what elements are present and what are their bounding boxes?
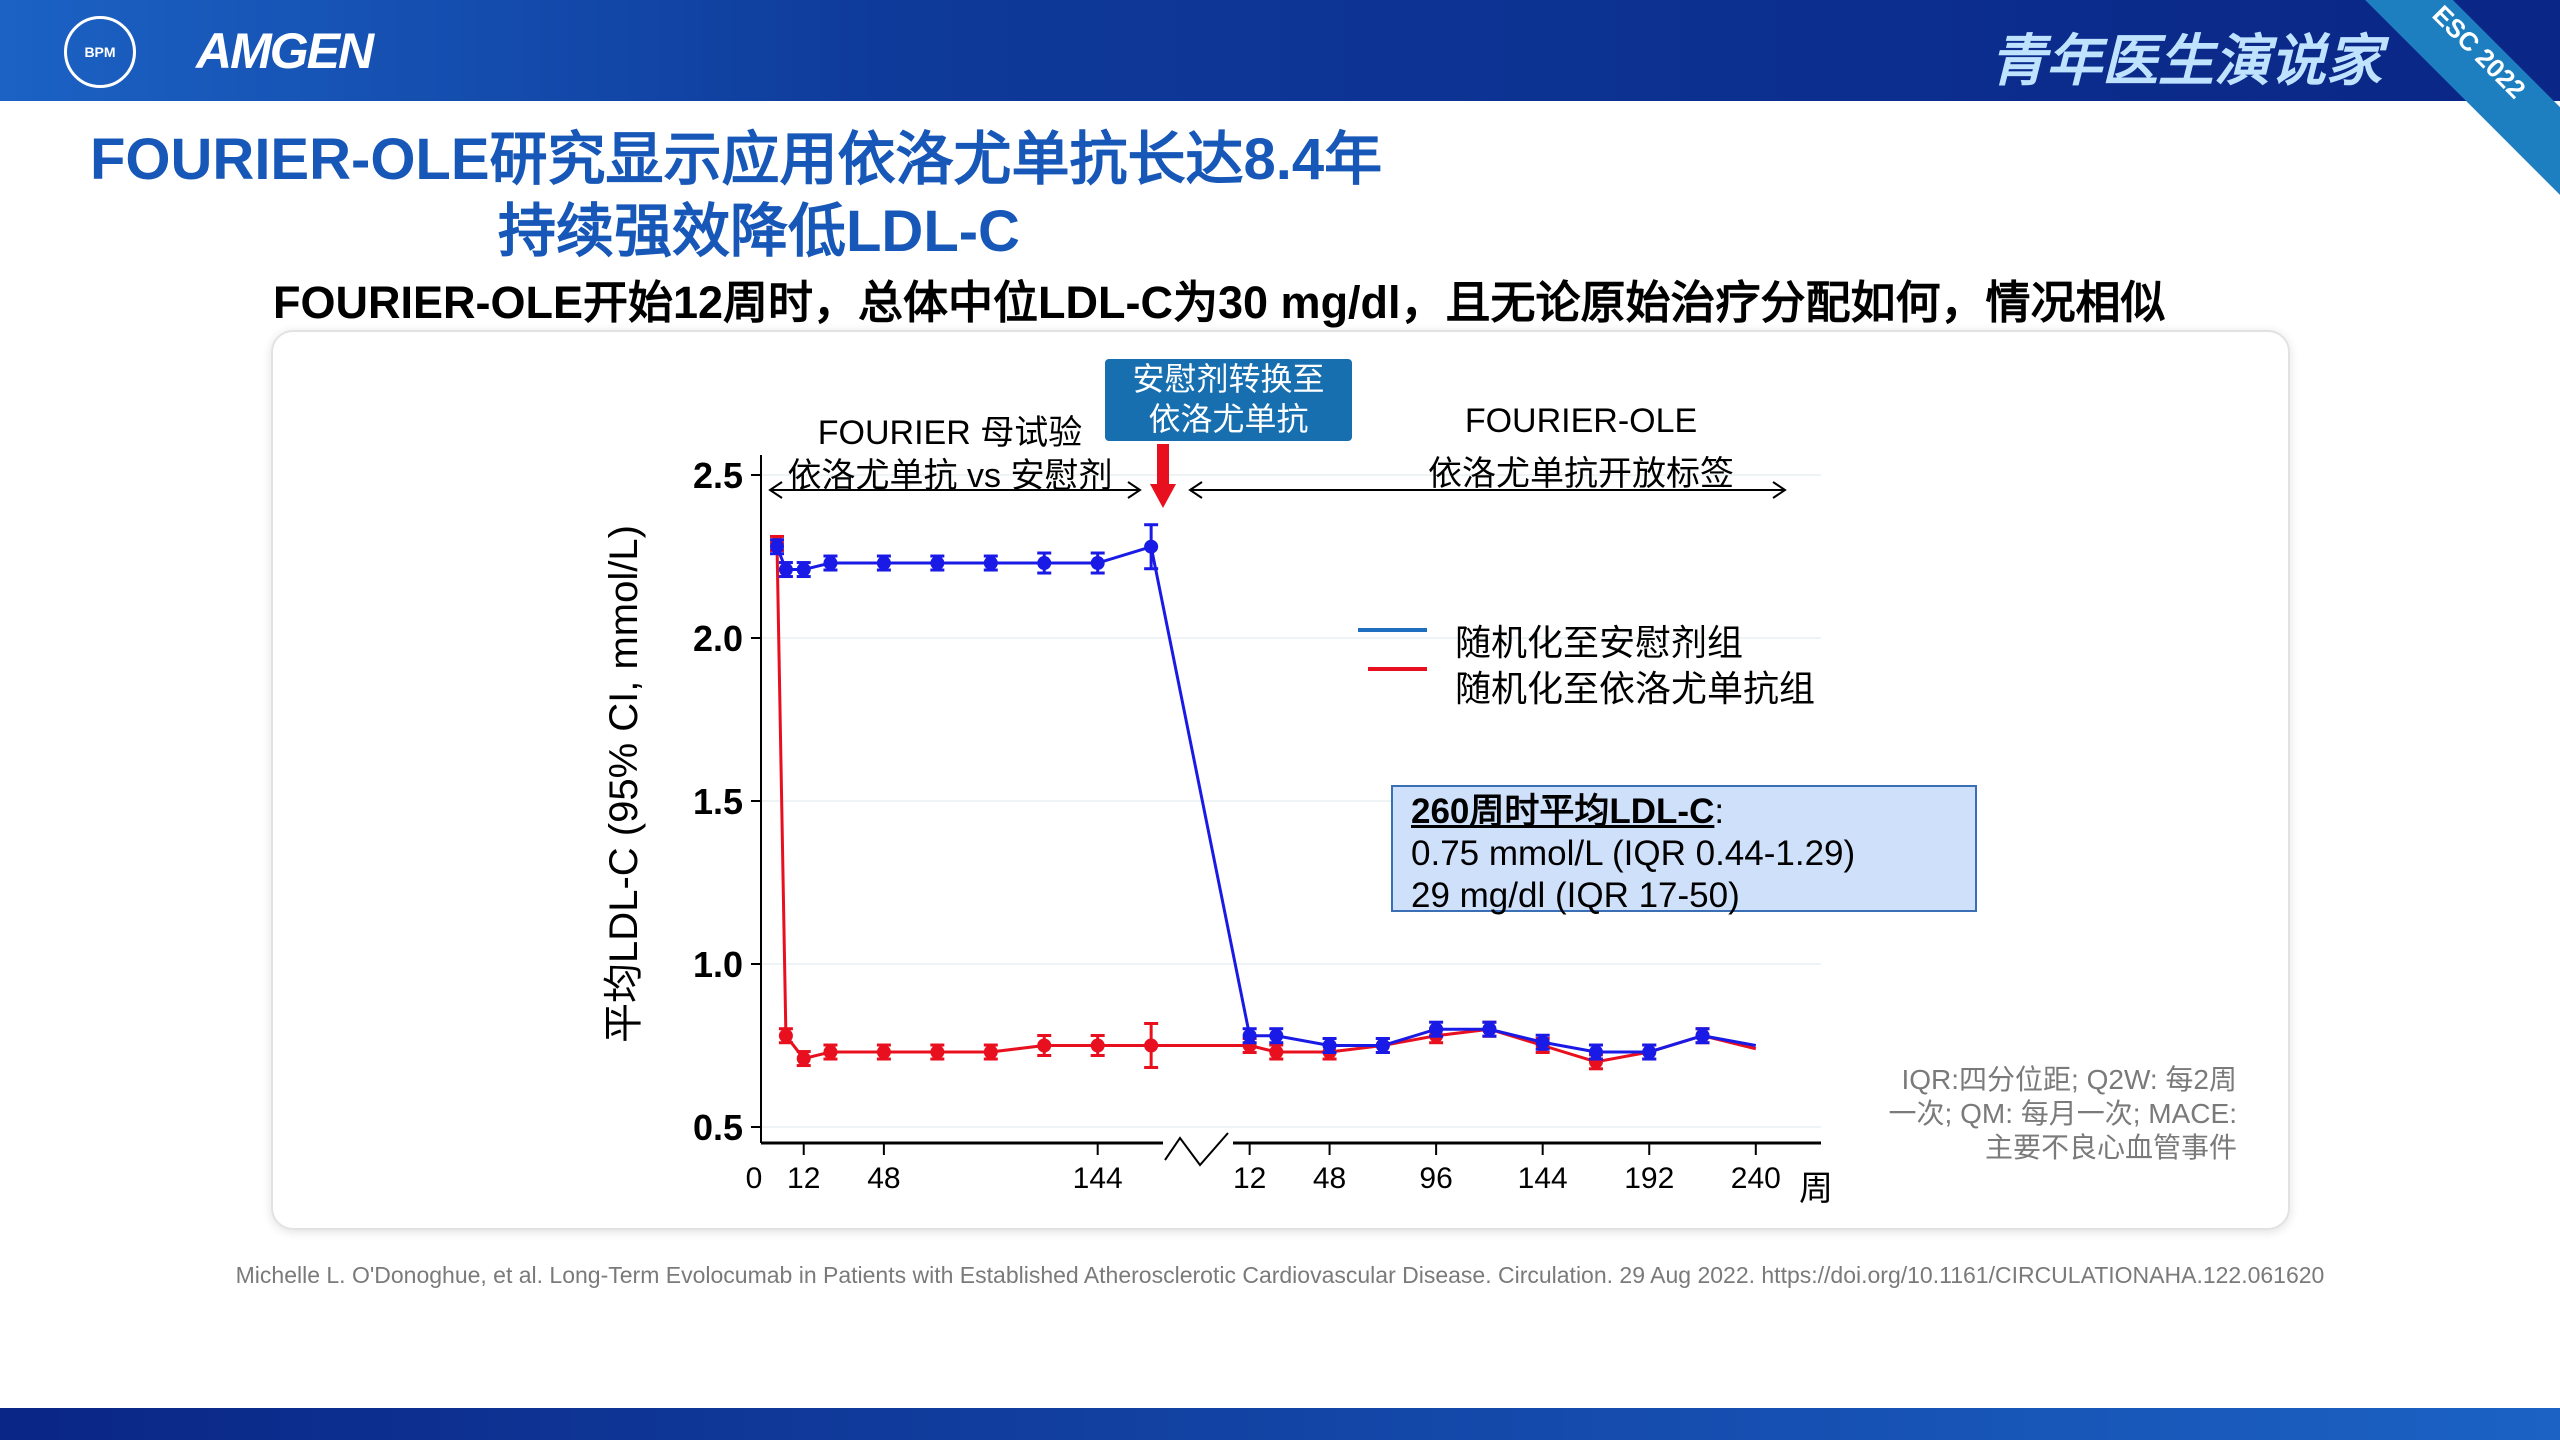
data-point xyxy=(1588,1045,1603,1060)
switch-label-l1: 安慰剂转换至 xyxy=(1132,361,1325,397)
legend-evolocumab: 随机化至依洛尤单抗组 xyxy=(1455,668,1816,709)
data-point xyxy=(1695,1028,1710,1043)
amgen-logo: AMGEN xyxy=(196,23,374,79)
switch-arrow-icon xyxy=(1150,484,1176,508)
data-point xyxy=(770,539,784,554)
data-point xyxy=(1037,556,1052,571)
y-tick-label: 2.5 xyxy=(693,455,743,496)
data-point xyxy=(796,562,811,577)
data-point xyxy=(823,1045,838,1060)
bpm-logo: BPM xyxy=(64,16,136,88)
data-point xyxy=(876,556,891,571)
footnote-line: 一次; QM: 每月一次; MACE: xyxy=(1888,1098,2237,1129)
arrowheads-icon xyxy=(768,481,1142,499)
chart-card xyxy=(271,330,2290,1230)
header-bar: BPM AMGEN 青年医生演说家 ESC 2022 xyxy=(0,0,2560,211)
footnote-line: IQR:四分位距; Q2W: 每2周 xyxy=(1901,1064,2237,1095)
switch-label-box: 安慰剂转换至 依洛尤单抗 xyxy=(1105,359,1352,441)
y-tick-label: 0.5 xyxy=(693,1107,743,1148)
parent-trial-sublabel: 依洛尤单抗 vs 安慰剂 xyxy=(787,457,1113,495)
x-axis-label: 周 xyxy=(1799,1170,1833,1208)
x-tick-label: 12 xyxy=(1233,1162,1266,1195)
x-tick-label: 96 xyxy=(1419,1162,1452,1195)
x-tick-label: 144 xyxy=(1073,1162,1123,1195)
y-tick-label: 2.0 xyxy=(693,618,743,659)
arrowheads-icon xyxy=(1188,481,1787,499)
data-point xyxy=(1037,1038,1052,1053)
citation: Michelle L. O'Donoghue, et al. Long-Term… xyxy=(235,1262,2325,1288)
data-point xyxy=(1535,1035,1550,1050)
data-point xyxy=(1642,1045,1657,1060)
axis-break-icon xyxy=(1164,1132,1229,1167)
parent-trial-label: FOURIER 母试验 xyxy=(817,414,1083,452)
switch-arrow-icon xyxy=(1157,444,1169,486)
data-point xyxy=(1322,1038,1337,1053)
infobox-colon: : xyxy=(1714,792,1725,831)
x-tick-label: 192 xyxy=(1624,1162,1674,1195)
title-line1: FOURIER-OLE研究显示应用依洛尤单抗长达8.4年 xyxy=(90,127,1383,192)
x-tick-label: 12 xyxy=(787,1162,820,1195)
x-tick-label: 240 xyxy=(1731,1162,1781,1195)
data-point xyxy=(1144,539,1159,554)
y-axis-label: 平均LDL-C (95% CI, mmol/L) xyxy=(602,525,646,1043)
ole-label: FOURIER-OLE xyxy=(1464,402,1698,440)
data-point xyxy=(1269,1045,1284,1060)
data-point xyxy=(983,1045,998,1060)
x-tick-label: 48 xyxy=(867,1162,900,1195)
data-point xyxy=(983,556,998,571)
data-point xyxy=(796,1051,811,1066)
data-point xyxy=(1242,1028,1257,1043)
data-point xyxy=(1429,1022,1444,1037)
x-tick-label: 144 xyxy=(1518,1162,1568,1195)
infobox-heading: 260周时平均LDL-C xyxy=(1411,792,1715,831)
title-line2: 持续强效降低LDL-C xyxy=(498,199,1020,264)
data-point xyxy=(823,556,838,571)
ole-sublabel: 依洛尤单抗开放标签 xyxy=(1428,455,1734,493)
data-point xyxy=(778,1028,793,1043)
data-point xyxy=(930,556,945,571)
data-point xyxy=(778,562,793,577)
data-point xyxy=(1144,1038,1159,1053)
y-tick-label: 1.0 xyxy=(693,944,743,985)
x-tick-label: 48 xyxy=(1313,1162,1346,1195)
data-point xyxy=(1269,1028,1284,1043)
subtitle: FOURIER-OLE开始12周时，总体中位LDL-C为30 mg/dl，且无论… xyxy=(273,277,2166,328)
footnote-line: 主要不良心血管事件 xyxy=(1984,1132,2237,1163)
legend-placebo: 随机化至安慰剂组 xyxy=(1455,622,1744,663)
infobox-mgdl: 29 mg/dl (IQR 17-50) xyxy=(1411,876,1740,915)
switch-label-l2: 依洛尤单抗 xyxy=(1148,401,1309,437)
infobox-mmol: 0.75 mmol/L (IQR 0.44-1.29) xyxy=(1411,834,1856,873)
data-point xyxy=(1375,1038,1390,1053)
data-point xyxy=(1482,1022,1497,1037)
data-point xyxy=(930,1045,945,1060)
x-tick-label: 0 xyxy=(746,1162,763,1195)
slogan-logo: 青年医生演说家 xyxy=(1990,29,2382,92)
data-point xyxy=(876,1045,891,1060)
data-point xyxy=(1090,556,1105,571)
y-tick-label: 1.5 xyxy=(693,781,743,822)
data-point xyxy=(1090,1038,1105,1053)
footer-bar xyxy=(0,1408,2560,1440)
ldl-260-week-box: 260周时平均LDL-C: 0.75 mmol/L (IQR 0.44-1.29… xyxy=(1391,785,1977,915)
footnote: IQR:四分位距; Q2W: 每2周 一次; QM: 每月一次; MACE: 主要不… xyxy=(1889,1063,2237,1165)
